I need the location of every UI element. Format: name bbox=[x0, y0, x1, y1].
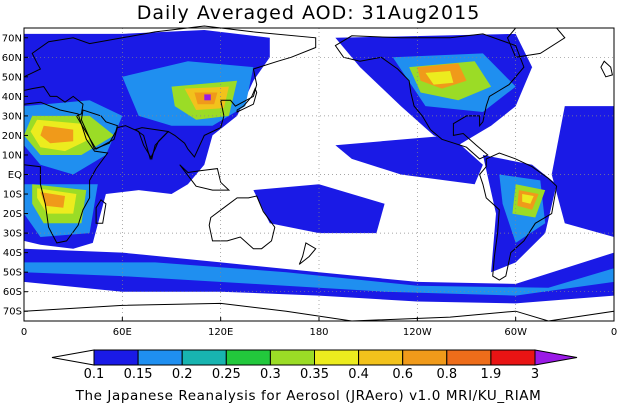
colorbar-swatch bbox=[93, 349, 139, 366]
south-america-coast bbox=[479, 152, 558, 281]
lon-tick-label: 0 bbox=[21, 327, 27, 338]
colorbar-level-label: 0.2 bbox=[172, 367, 193, 382]
lon-tick-label: 120W bbox=[403, 327, 432, 338]
lon-tick-label: 180 bbox=[309, 327, 328, 338]
arabia-coast bbox=[80, 109, 119, 150]
colorbar-level-label: 0.3 bbox=[260, 367, 281, 382]
lat-tick-label: 40N bbox=[2, 92, 22, 103]
map-title: Daily Averaged AOD: 31Aug2015 bbox=[136, 2, 481, 24]
colorbar-low-triangle bbox=[51, 349, 95, 366]
lon-tick-label: 60E bbox=[113, 327, 132, 338]
colorbar-swatch bbox=[181, 349, 227, 366]
colorbar: 0.1 0.15 0.2 0.25 0.3 0.35 0.4 0.6 0.8 1.9 3 bbox=[51, 349, 578, 382]
credit-text: The Japanese Reanalysis for Aerosol (JRA… bbox=[75, 388, 542, 404]
lon-tick-label: 120E bbox=[208, 327, 233, 338]
colorbar-swatch bbox=[137, 349, 183, 366]
europe-asia-coast bbox=[23, 25, 317, 161]
latitude-tick-labels: 70N 60N 50N 40N 30N 20N 10N EQ 10S 20S 30S 40S 50S 60… bbox=[2, 33, 28, 318]
lat-tick-label: 60N bbox=[2, 53, 22, 64]
lat-tick-label: 30N bbox=[2, 111, 22, 122]
aod-yellow-north-america bbox=[425, 71, 454, 85]
lat-tick-label: 10S bbox=[3, 190, 22, 201]
lon-tick-label: 0 bbox=[611, 327, 617, 338]
aod-purple-hotspot-asia bbox=[204, 94, 211, 101]
madagascar-coast bbox=[95, 199, 107, 224]
north-america-coast bbox=[334, 33, 525, 160]
southeast-asia-islands bbox=[179, 164, 231, 191]
colorbar-swatch bbox=[269, 349, 315, 366]
colorbar-level-label: 0.25 bbox=[212, 367, 241, 382]
lat-tick-label: 40S bbox=[3, 248, 22, 259]
gridlines bbox=[24, 28, 614, 321]
colorbar-level-label: 0.15 bbox=[124, 367, 153, 382]
lat-tick-label: 10N bbox=[2, 150, 22, 161]
aod-yellow-south-america bbox=[522, 194, 534, 204]
colorbar-level-label: 0.4 bbox=[348, 367, 369, 382]
lat-tick-label: 20S bbox=[3, 209, 22, 220]
aod-orange-sahara bbox=[40, 125, 74, 144]
lat-tick-label: EQ bbox=[8, 170, 22, 181]
colorbar-swatch bbox=[446, 349, 492, 366]
lat-tick-label: 30S bbox=[3, 229, 22, 240]
india-coast bbox=[134, 127, 170, 161]
aod-blue-east-pacific-tropics bbox=[335, 135, 483, 185]
lat-tick-label: 50N bbox=[2, 72, 22, 83]
new-zealand-coast bbox=[298, 242, 317, 265]
australia-coast bbox=[208, 195, 276, 250]
africa-coast bbox=[23, 101, 109, 244]
aod-orange-southern-africa bbox=[40, 192, 65, 208]
colorbar-swatch bbox=[490, 349, 536, 366]
colorbar-level-label: 1.9 bbox=[481, 367, 502, 382]
lat-tick-label: 70N bbox=[2, 33, 22, 44]
colorbar-swatch bbox=[225, 349, 271, 366]
map-plot-area bbox=[23, 25, 615, 322]
aod-lightblue-southern-ocean bbox=[24, 262, 614, 296]
colorbar-level-label: 0.8 bbox=[436, 367, 457, 382]
lat-tick-label: 70S bbox=[3, 307, 22, 318]
longitude-tick-labels: 0 60E 120E 180 120W 60W 0 bbox=[21, 317, 617, 338]
colorbar-level-label: 3 bbox=[531, 367, 539, 382]
colorbar-level-label: 0.35 bbox=[300, 367, 329, 382]
uk-coast bbox=[600, 60, 613, 78]
lat-tick-label: 20N bbox=[2, 131, 22, 142]
lat-tick-label: 50S bbox=[3, 268, 22, 279]
japan-coast bbox=[236, 87, 258, 113]
aod-field-layer bbox=[24, 30, 614, 304]
aod-blue-tropical-atlantic-east bbox=[551, 106, 614, 237]
colorbar-swatch bbox=[402, 349, 448, 366]
lon-tick-label: 60W bbox=[504, 327, 527, 338]
colorbar-high-triangle bbox=[534, 349, 578, 366]
colorbar-swatch bbox=[358, 349, 404, 366]
colorbar-swatch bbox=[314, 349, 360, 366]
colorbar-level-label: 0.6 bbox=[392, 367, 413, 382]
lat-tick-label: 60S bbox=[3, 287, 22, 298]
colorbar-level-label: 0.1 bbox=[84, 367, 105, 382]
